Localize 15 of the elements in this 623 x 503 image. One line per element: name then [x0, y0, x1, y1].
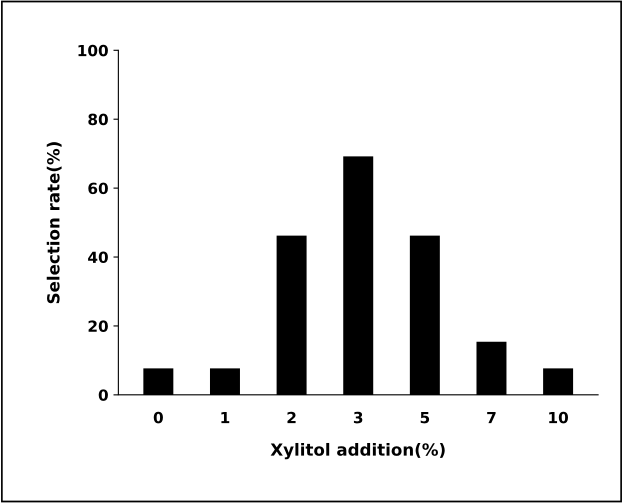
x-tick-label: 7: [487, 412, 496, 424]
x-tick-label: 1: [221, 412, 230, 424]
x-axis-title: Xylitol addition(%): [270, 442, 445, 460]
y-tick-label: 20: [88, 320, 108, 332]
x-tick-label: 0: [154, 412, 163, 424]
y-tick-label: 80: [88, 114, 108, 126]
y-axis-title: Selection rate(%): [46, 142, 62, 304]
x-tick-label: 2: [287, 412, 296, 424]
y-tick-label: 0: [98, 389, 108, 401]
y-tick-label: 100: [78, 44, 108, 56]
x-tick-label: 10: [549, 412, 568, 424]
x-tick-label: 5: [420, 412, 430, 424]
x-tick-label: 3: [354, 412, 362, 424]
y-tick-label: 60: [88, 182, 108, 194]
y-tick-label: 40: [88, 252, 108, 264]
